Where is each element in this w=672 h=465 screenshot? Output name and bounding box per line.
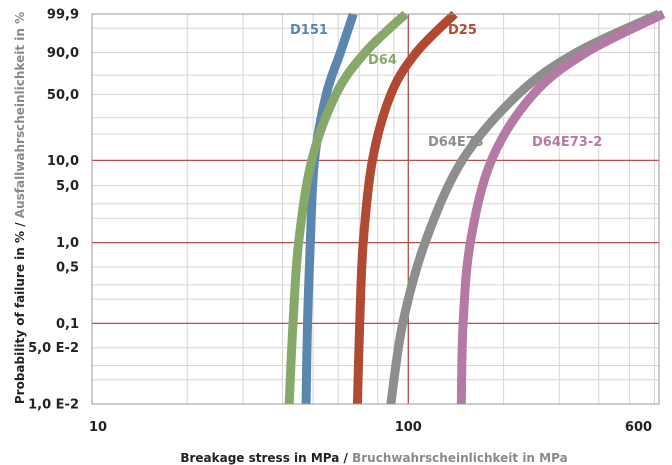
y-tick-label-3: 10,0 [47, 154, 79, 169]
y-tick-label-1: 90,0 [47, 46, 79, 61]
y-tick-labels: 99,9 90,0 50,0 10,0 5,0 1,0 0,5 0,1 5,0 E-2 1,0 E… [28, 8, 79, 413]
y-tick-label-5: 1,0 [56, 236, 79, 251]
series-line-1 [284, 10, 409, 405]
y-tick-label-6: 0,5 [56, 261, 79, 276]
x-tick-labels: 10 100 600 [89, 420, 652, 435]
y-axis-title: Probability of failure in % / Ausfallwah… [13, 12, 27, 404]
series-line-2 [352, 10, 458, 405]
x-tick-label-1: 100 [395, 420, 422, 435]
series-line-4 [456, 9, 666, 405]
y-tick-label-4: 5,0 [56, 179, 79, 194]
y-tick-label-2: 50,0 [47, 88, 79, 103]
y-tick-label-8: 5,0 E-2 [28, 341, 79, 356]
series-label-4: D64E73-2 [532, 135, 602, 150]
y-tick-label-0: 99,9 [47, 8, 79, 23]
series-line-3 [386, 9, 661, 405]
series-label-2: D25 [448, 23, 477, 38]
y-axis-title-separator: / [13, 218, 27, 231]
x-axis-title-primary: Breakage stress in MPa [180, 451, 339, 465]
plot-frame [91, 13, 660, 405]
x-axis-title: Breakage stress in MPa / Bruchwahrschein… [180, 451, 567, 465]
series-label-1: D64 [368, 53, 397, 68]
x-tick-label-2: 600 [625, 420, 652, 435]
grid-minor [92, 14, 659, 404]
y-axis-title-primary: Probability of failure in % [13, 231, 27, 404]
y-tick-label-9: 1,0 E-2 [28, 398, 79, 413]
grid-major [92, 14, 659, 404]
series-label-3: D64E73 [428, 135, 484, 150]
x-axis-title-secondary: Bruchwahrscheinlichkeit in MPa [352, 451, 568, 465]
x-tick-label-0: 10 [89, 420, 107, 435]
x-axis-title-separator: / [339, 451, 352, 465]
y-axis-title-secondary: Ausfallwahrscheinlichkeit in % [13, 12, 27, 218]
series-labels: D151 D64 D25 D64E73 D64E73-2 [290, 23, 602, 150]
y-tick-label-7: 0,1 [56, 317, 79, 332]
series-layer [284, 9, 666, 405]
series-label-0: D151 [290, 23, 328, 38]
